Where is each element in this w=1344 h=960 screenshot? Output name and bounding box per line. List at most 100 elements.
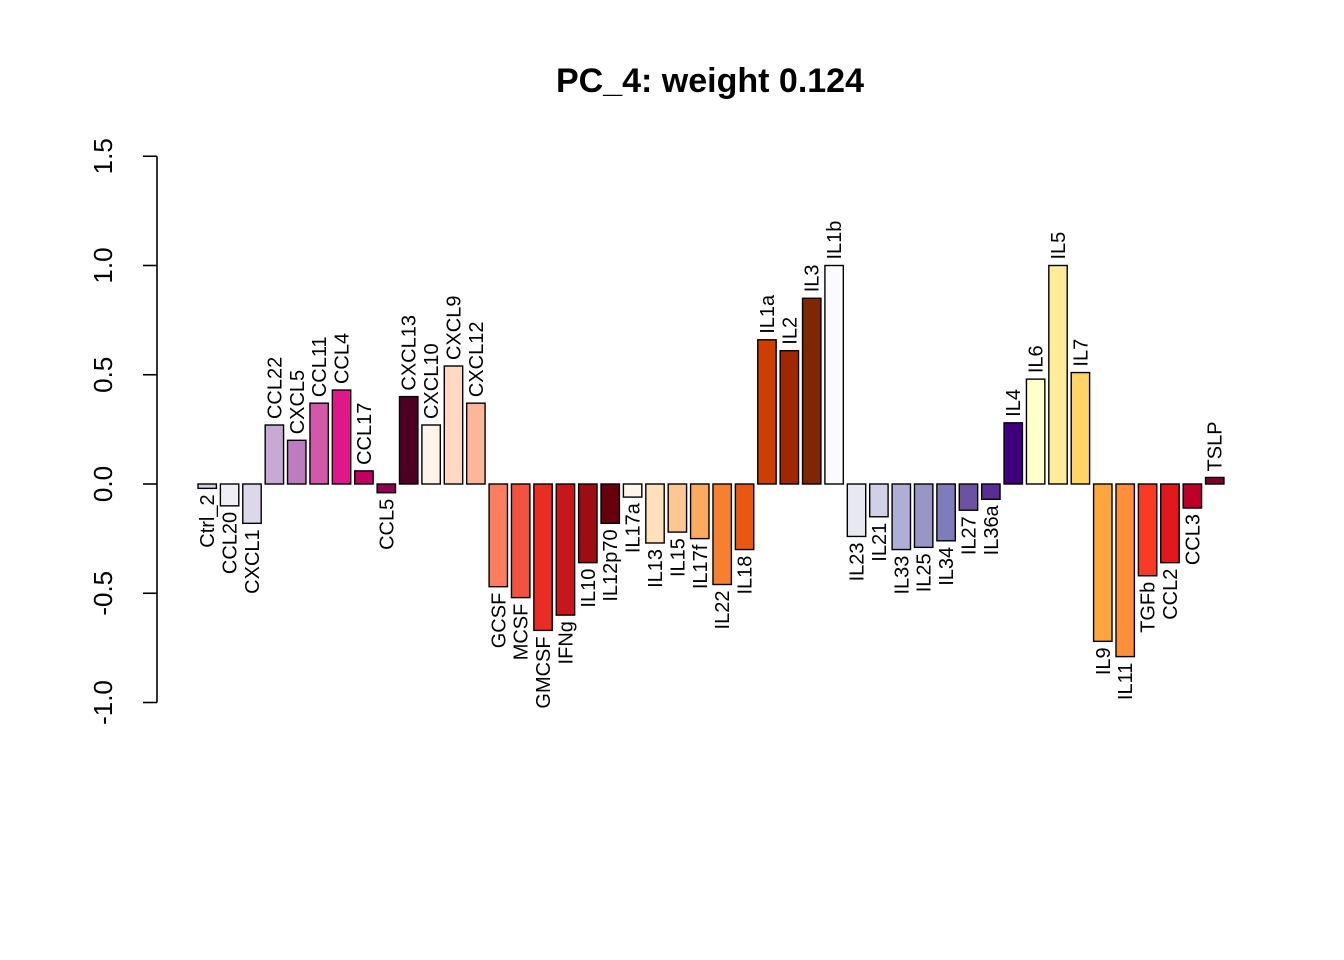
bar-label-ccl17: CCL17 (354, 403, 376, 465)
bar-label-ccl20: CCL20 (220, 512, 242, 574)
bar-il15 (667, 483, 688, 533)
bar-label-gcsf: GCSF (488, 593, 510, 649)
bar-ccl11 (309, 402, 330, 485)
bar-ctrl_2 (197, 483, 218, 490)
bar-il11 (1115, 483, 1136, 658)
bar-il1a (757, 339, 777, 485)
bar-label-cxcl5: CXCL5 (287, 370, 309, 434)
bar-label-il1a: IL1a (757, 294, 779, 334)
bar-label-mcsf: MCSF (511, 604, 533, 661)
bar-il34 (936, 483, 956, 542)
bar-label-tgfb: TGFb (1138, 582, 1160, 633)
bar-label-cxcl12: CXCL12 (466, 322, 488, 398)
y-axis: -1.0 -0.5 0.0 0.5 1.0 1.5 (88, 138, 158, 725)
bar-mcsf (510, 483, 531, 599)
bar-label-il12p70: IL12p70 (600, 529, 622, 601)
bar-label-il25: IL25 (914, 553, 936, 592)
y-tick-label: -1.0 (88, 680, 118, 725)
y-tick-label: -0.5 (88, 571, 118, 616)
bar-label-il4: IL4 (1003, 389, 1025, 417)
bar-il6 (1025, 378, 1046, 485)
bar-label-cxcl9: CXCL9 (443, 296, 465, 360)
bar-label-ctrl_2: Ctrl_2 (197, 494, 219, 547)
bar-tslp (1204, 476, 1225, 485)
bar-il2 (779, 350, 800, 485)
y-tick-label: 1.0 (88, 247, 118, 283)
bar-label-ccl3: CCL3 (1182, 514, 1204, 565)
bar-il3 (801, 297, 822, 485)
bar-label-il3: IL3 (802, 264, 824, 292)
bar-label-il33: IL33 (891, 556, 913, 595)
bar-cxcl1 (242, 483, 262, 525)
bar-label-il17a: IL17a (623, 502, 645, 553)
bar-label-cxcl10: CXCL10 (421, 343, 443, 419)
bar-label-il1b: IL1b (824, 221, 846, 260)
chart-title: PC_4: weight 0.124 (556, 62, 864, 100)
bar-ccl2 (1160, 483, 1180, 564)
bar-label-gmcsf: GMCSF (533, 636, 555, 708)
bar-label-il15: IL15 (667, 538, 689, 577)
bar-label-ifng: IFNg (555, 621, 577, 664)
bar-il13 (645, 483, 665, 544)
bar-gmcsf (533, 483, 553, 632)
bar-il23 (846, 483, 867, 538)
bar-label-il2: IL2 (779, 317, 801, 345)
bar-label-il23: IL23 (847, 542, 869, 581)
bar-il4 (1003, 422, 1024, 485)
y-tick-label: 1.5 (88, 138, 118, 174)
bar-label-ccl5: CCL5 (376, 499, 398, 550)
bar-label-ccl2: CCL2 (1160, 569, 1182, 620)
bar-label-il17f: IL17f (690, 544, 712, 589)
bar-cxcl13 (398, 395, 419, 485)
bar-ccl20 (219, 483, 240, 507)
bar-cxcl10 (421, 424, 441, 485)
bar-ccl17 (354, 470, 374, 485)
bar-il18 (734, 483, 755, 551)
bar-label-tslp: TSLP (1205, 421, 1227, 471)
bar-label-il21: IL21 (869, 523, 891, 562)
bar-il9 (1092, 483, 1113, 643)
bar-cxcl9 (443, 365, 464, 485)
bars (197, 264, 1225, 658)
bar-cxcl12 (465, 402, 486, 485)
bar-ifng (555, 483, 576, 616)
bar-gcsf (488, 483, 509, 588)
bar-il7 (1070, 371, 1091, 485)
bar-label-il6: IL6 (1026, 345, 1048, 373)
bar-label-il22: IL22 (712, 591, 734, 630)
bar-label-ccl22: CCL22 (264, 357, 286, 419)
bar-il25 (913, 483, 934, 549)
bar-label-il34: IL34 (936, 547, 958, 586)
bar-il17f (689, 483, 710, 540)
bar-il10 (577, 483, 598, 564)
bar-label-il18: IL18 (735, 556, 757, 595)
bar-il33 (891, 483, 912, 551)
y-tick-label: 0.0 (88, 466, 118, 502)
bar-label-ccl4: CCL4 (332, 333, 354, 384)
bar-label-cxcl13: CXCL13 (399, 315, 421, 391)
y-tick-label: 0.5 (88, 357, 118, 393)
bar-tgfb (1137, 483, 1158, 577)
bar-il12p70 (600, 483, 621, 525)
bar-label-il5: IL5 (1048, 232, 1070, 260)
bar-il27 (958, 483, 979, 511)
bar-ccl4 (331, 389, 352, 485)
bar-il22 (712, 483, 733, 586)
bar-ccl22 (264, 424, 285, 485)
bar-label-il27: IL27 (958, 516, 980, 555)
bar-cxcl5 (286, 439, 307, 485)
bar-label-il9: IL9 (1093, 647, 1115, 675)
bar-label-il11: IL11 (1115, 663, 1137, 700)
bar-label-il36a: IL36a (981, 504, 1003, 555)
bar-label-ccl11: CCL11 (309, 336, 331, 397)
bar-ccl3 (1182, 483, 1203, 509)
bar-ccl5 (376, 483, 397, 494)
bar-il17a (622, 483, 643, 498)
bar-il1b (824, 264, 845, 485)
bar-il5 (1048, 264, 1068, 485)
bar-label-il10: IL10 (578, 569, 600, 608)
bar-label-cxcl1: CXCL1 (242, 529, 264, 593)
